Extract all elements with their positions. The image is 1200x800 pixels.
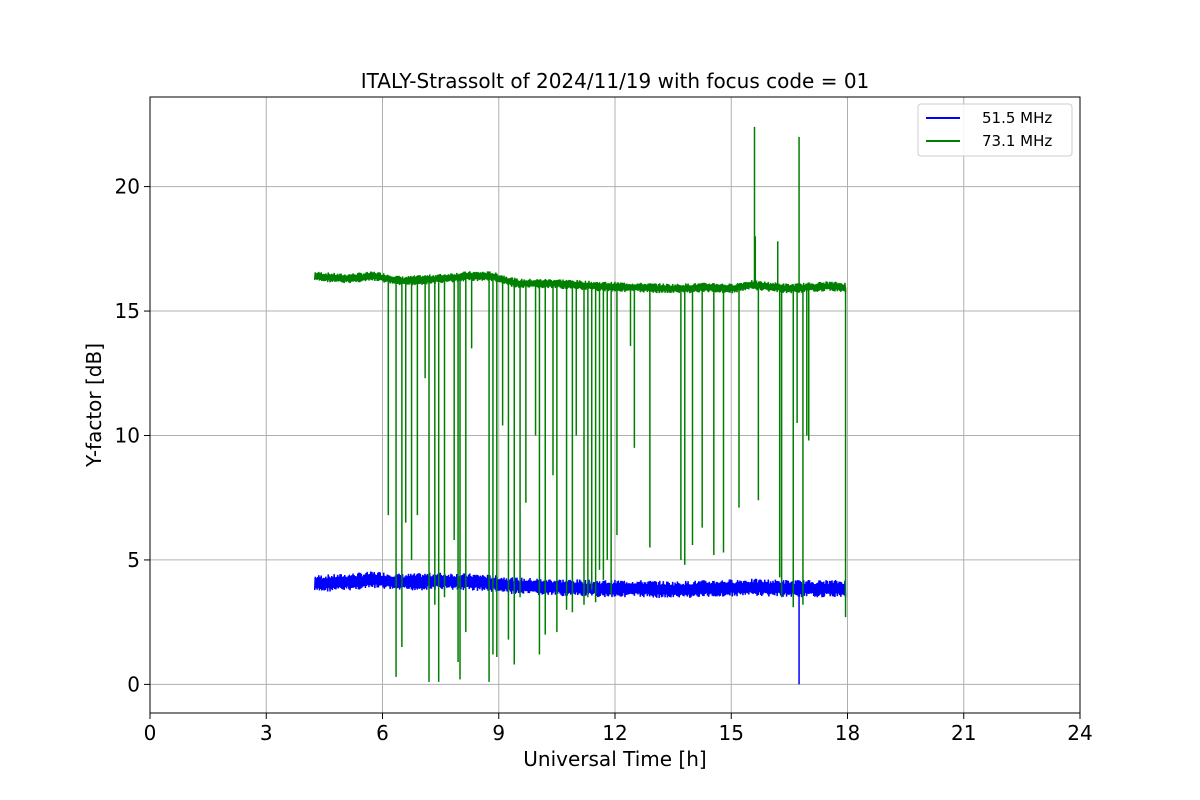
x-tick-label: 15 — [719, 721, 744, 745]
x-tick-label: 3 — [260, 721, 273, 745]
x-tick-label: 24 — [1067, 721, 1092, 745]
y-tick-label: 20 — [115, 175, 140, 199]
y-tick-label: 0 — [127, 672, 140, 696]
legend-label-73-1-mhz: 73.1 MHz — [982, 132, 1052, 150]
legend-label-51-5-mhz: 51.5 MHz — [982, 109, 1052, 127]
y-tick-label: 5 — [127, 548, 140, 572]
plot-series — [313, 126, 847, 685]
x-tick-label: 9 — [492, 721, 505, 745]
y-axis-label: Y-factor [dB] — [82, 343, 106, 468]
legend: 51.5 MHz 73.1 MHz — [917, 103, 1073, 157]
series-line-73-1-mhz — [313, 271, 847, 294]
axis-ticks: 0 3 6 9 12 15 18 21 24 0 5 10 15 20 — [115, 175, 1093, 745]
series-line-51-5-mhz — [313, 571, 847, 598]
y-tick-label: 10 — [115, 423, 140, 447]
x-tick-label: 21 — [951, 721, 976, 745]
y-tick-label: 15 — [115, 299, 140, 323]
x-tick-label: 0 — [144, 721, 157, 745]
chart-title: ITALY-Strassolt of 2024/11/19 with focus… — [361, 69, 870, 93]
x-tick-label: 18 — [835, 721, 860, 745]
x-tick-label: 6 — [376, 721, 389, 745]
x-axis-label: Universal Time [h] — [523, 747, 706, 771]
x-tick-label: 12 — [602, 721, 627, 745]
